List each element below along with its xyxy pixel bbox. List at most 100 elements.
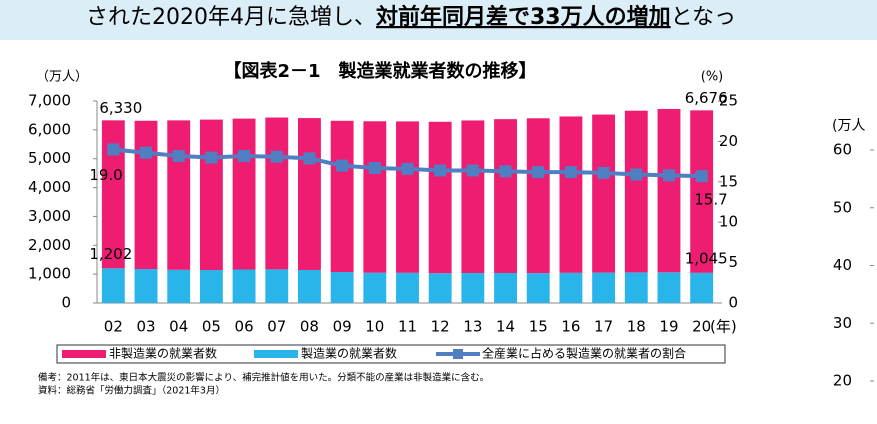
- legend-label: 全産業に占める製造業の就業者の割合: [482, 346, 686, 361]
- y-tick-label: 40: [833, 256, 852, 274]
- ratio-marker: [336, 159, 349, 172]
- y-tick-label: 5,000: [28, 149, 71, 167]
- bar-segment: [265, 117, 289, 270]
- bar-segment: [559, 272, 583, 303]
- ratio-marker: [532, 166, 545, 179]
- note: 備考：2011年は、東日本大震災の影響により、補完推計値を用いた。分類不能の産業…: [38, 372, 489, 384]
- ratio-marker: [401, 162, 414, 175]
- y2-tick-label: 0: [728, 294, 738, 312]
- bar-segment: [298, 269, 321, 303]
- y-tick-label: 3,000: [28, 207, 71, 225]
- ratio-marker: [466, 164, 479, 177]
- ratio-marker: [434, 164, 447, 177]
- ratio-marker: [630, 168, 643, 181]
- bar-segment: [101, 120, 125, 269]
- ratio-marker: [172, 149, 185, 162]
- x-tick-label: 07: [267, 318, 286, 336]
- x-tick-label: 09: [333, 318, 352, 336]
- bar-segment: [363, 272, 387, 303]
- y-tick-label: 30: [833, 314, 852, 332]
- ratio-marker: [597, 166, 610, 179]
- note: 資料：総務省「労働力調査」（2021年3月）: [38, 385, 225, 397]
- bar-segment: [396, 121, 419, 273]
- data-label: 1,202: [89, 245, 132, 263]
- bar-segment: [298, 118, 321, 270]
- bar-segment: [461, 273, 485, 303]
- x-tick-label: 10: [365, 318, 384, 336]
- x-tick-label: 16: [561, 318, 580, 336]
- y2-axis-label: (%): [701, 70, 724, 85]
- y-tick-label: 0: [61, 294, 71, 312]
- ratio-marker: [238, 149, 251, 162]
- bar-segment: [526, 273, 550, 303]
- legend-marker: [453, 349, 463, 359]
- x-tick-label: 02: [104, 318, 123, 336]
- ratio-marker: [662, 169, 675, 182]
- chart-title: 【図表2－1 製造業就業者数の推移】: [223, 60, 536, 82]
- y-tick-label: 60: [833, 141, 852, 159]
- bar-segment: [199, 119, 223, 271]
- bar-segment: [134, 269, 158, 303]
- bar-segment: [494, 272, 517, 303]
- bar-segment: [167, 269, 191, 303]
- bar-segment: [134, 120, 158, 270]
- legend-box: [56, 344, 726, 364]
- bar-segment: [690, 272, 714, 303]
- data-label: 1,045: [685, 249, 728, 267]
- y-tick-label: 50: [833, 198, 852, 216]
- header-part: 対前年同月差で33万人の増加: [376, 4, 671, 30]
- bar-segment: [232, 118, 256, 270]
- bar-segment: [363, 121, 387, 273]
- bar-segment: [265, 269, 289, 303]
- bar-segment: [330, 120, 354, 273]
- x-tick-label: 14: [496, 318, 515, 336]
- y-tick-label: 4,000: [28, 178, 71, 196]
- x-tick-label: 08: [300, 318, 319, 336]
- bar-segment: [167, 120, 191, 270]
- x-tick-label: 15: [529, 318, 548, 336]
- header-band: [0, 0, 877, 40]
- y-tick-label: 20: [833, 372, 852, 390]
- bar-segment: [559, 116, 583, 273]
- total-label: 6,676: [685, 89, 728, 107]
- bar-segment: [494, 119, 517, 273]
- bar-segment: [526, 118, 550, 274]
- bar-segment: [101, 268, 125, 303]
- header-part: された2020年4月に急増し、: [86, 5, 376, 30]
- bar-segment: [232, 269, 256, 303]
- bar-segment: [657, 272, 681, 303]
- x-tick-label: 19: [659, 318, 678, 336]
- ratio-marker: [303, 152, 316, 165]
- y-tick-label: 6,000: [28, 120, 71, 138]
- ratio-marker: [107, 143, 120, 156]
- y2-tick-label: 25: [719, 92, 738, 110]
- x-tick-label: 18: [627, 318, 646, 336]
- x-tick-label: 06: [235, 318, 254, 336]
- y-axis-label: （万人）: [36, 70, 88, 85]
- x-tick-label: 11: [398, 318, 417, 336]
- bar-segment: [624, 110, 648, 273]
- header-part: となっ: [671, 5, 736, 30]
- bar-segment: [592, 114, 616, 273]
- x-tick-label: 03: [136, 318, 155, 336]
- bar-segment: [592, 272, 616, 303]
- ratio-marker: [499, 165, 512, 178]
- bar-segment: [396, 272, 419, 303]
- x-tick-label: 04: [169, 318, 188, 336]
- x-tick-label: 12: [431, 318, 450, 336]
- x-axis-unit: (年): [710, 318, 737, 336]
- legend-label: 製造業の就業者数: [301, 346, 397, 361]
- y2-tick-label: 10: [719, 213, 738, 231]
- x-tick-label: 13: [463, 318, 482, 336]
- ratio-marker: [695, 170, 708, 183]
- ratio-marker: [564, 166, 577, 179]
- ratio-marker: [368, 162, 381, 175]
- bar-segment: [199, 270, 223, 303]
- y-axis-label: (万人: [832, 118, 865, 134]
- bar-segment: [428, 121, 452, 274]
- bar-segment: [428, 273, 452, 303]
- y2-tick-label: 5: [728, 253, 738, 271]
- data-label: 15.7: [694, 191, 727, 209]
- legend-swatch: [62, 350, 106, 358]
